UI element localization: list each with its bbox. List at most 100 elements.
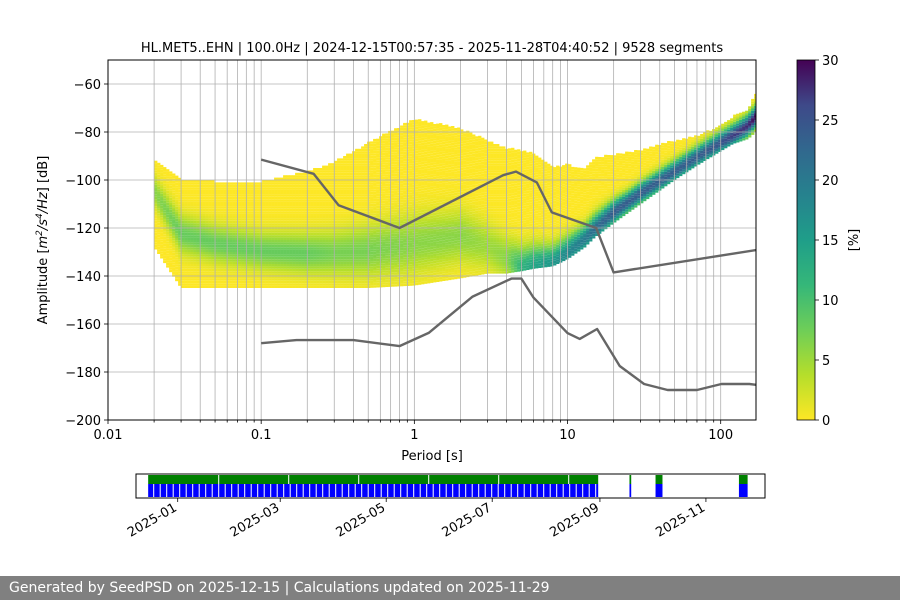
density-cell [406, 204, 410, 207]
density-cell [406, 214, 410, 217]
density-cell [376, 234, 380, 238]
density-cell [226, 213, 230, 216]
density-cell [343, 160, 347, 164]
density-cell [415, 160, 419, 163]
density-cell [388, 231, 392, 235]
density-cell [259, 261, 263, 264]
density-cell [430, 258, 434, 262]
density-cell [409, 206, 413, 209]
density-cell [376, 205, 380, 209]
density-cell [382, 270, 386, 273]
density-cell [439, 262, 443, 265]
density-cell [244, 194, 248, 197]
density-cell [160, 220, 164, 223]
density-cell [412, 278, 416, 281]
density-cell [160, 217, 164, 221]
density-cell [169, 248, 173, 251]
density-cell [424, 202, 428, 205]
density-cell [241, 218, 245, 221]
density-cell [340, 266, 344, 269]
density-cell [373, 282, 377, 286]
density-cell [343, 204, 347, 207]
density-cell [340, 259, 344, 262]
density-cell [256, 240, 260, 243]
density-cell [208, 228, 212, 231]
density-cell [418, 162, 422, 165]
density-cell [337, 160, 341, 164]
density-cell [367, 254, 371, 257]
density-cell [244, 271, 248, 274]
density-cell [205, 201, 209, 204]
density-cell [361, 151, 365, 154]
density-cell [334, 168, 338, 171]
density-cell [322, 228, 326, 231]
density-cell [412, 151, 416, 154]
density-cell [190, 218, 194, 221]
density-cell [295, 232, 299, 236]
density-cell [340, 278, 344, 281]
density-cell [214, 285, 218, 288]
density-cell [226, 242, 230, 245]
density-cell [388, 166, 392, 170]
density-cell [433, 174, 437, 177]
density-cell [391, 272, 395, 275]
density-cell [376, 215, 380, 218]
density-cell [355, 194, 359, 197]
density-cell [334, 285, 338, 288]
density-cell [238, 187, 242, 190]
density-cell [388, 210, 392, 213]
density-cell [430, 124, 434, 127]
density-cell [409, 165, 413, 169]
density-cell [424, 135, 428, 138]
density-cell [388, 243, 392, 247]
density-cell [388, 250, 392, 254]
density-cell [340, 175, 344, 178]
density-cell [292, 264, 296, 267]
density-cell [403, 151, 407, 155]
density-cell [385, 205, 389, 208]
density-cell [382, 188, 386, 192]
density-cell [322, 252, 326, 255]
density-cell [433, 140, 437, 144]
density-cell [373, 170, 377, 173]
density-cell [235, 252, 239, 255]
density-cell [346, 194, 350, 197]
density-cell [319, 247, 323, 250]
density-cell [274, 180, 278, 183]
density-cell [262, 280, 266, 284]
density-cell [337, 206, 341, 209]
density-cell [181, 261, 185, 264]
density-cell [160, 251, 164, 254]
density-cell [205, 223, 209, 226]
density-cell [298, 180, 302, 183]
density-cell [328, 172, 332, 176]
density-cell [421, 166, 425, 170]
density-cell [418, 174, 422, 177]
density-cell [229, 199, 233, 202]
density-cell [226, 252, 230, 255]
density-cell [397, 164, 401, 167]
density-cell [418, 241, 422, 244]
density-cell [292, 206, 296, 209]
density-cell [211, 261, 215, 264]
density-cell [274, 199, 278, 202]
density-cell [439, 144, 443, 148]
density-cell [205, 182, 209, 185]
density-cell [433, 224, 437, 228]
density-cell [247, 218, 251, 221]
density-cell [292, 280, 296, 284]
density-cell [238, 184, 242, 188]
density-cell [268, 206, 272, 209]
density-cell [409, 223, 413, 226]
density-cell [250, 225, 254, 228]
density-cell [214, 256, 218, 260]
density-cell [430, 215, 434, 219]
density-cell [337, 259, 341, 262]
density-cell [373, 256, 377, 259]
density-cell [196, 261, 200, 264]
density-cell [394, 205, 398, 208]
density-cell [199, 223, 203, 226]
density-cell [235, 216, 239, 219]
density-cell [295, 189, 299, 192]
density-cell [163, 255, 167, 259]
